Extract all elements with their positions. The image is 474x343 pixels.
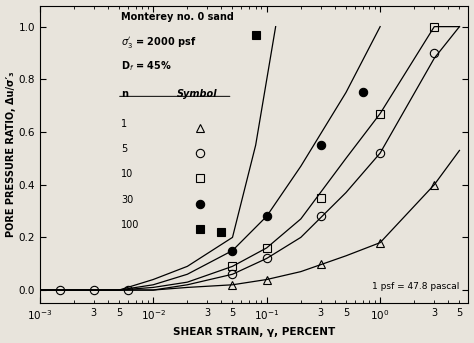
- Text: 100: 100: [121, 220, 139, 230]
- Text: 1: 1: [121, 119, 128, 129]
- Text: 1 psf = 47.8 pascal: 1 psf = 47.8 pascal: [373, 282, 460, 291]
- Text: $\sigma_3^\prime$ = 2000 psf: $\sigma_3^\prime$ = 2000 psf: [121, 35, 197, 50]
- Text: Monterey no. 0 sand: Monterey no. 0 sand: [121, 12, 234, 22]
- Text: D$_f$ = 45%: D$_f$ = 45%: [121, 59, 172, 73]
- Text: Symbol: Symbol: [177, 89, 218, 99]
- Text: 5: 5: [121, 144, 128, 154]
- Text: 10: 10: [121, 169, 133, 179]
- Text: 30: 30: [121, 194, 133, 204]
- Text: n: n: [121, 89, 128, 99]
- Y-axis label: PORE PRESSURE RATIO, Δu/σ′₃: PORE PRESSURE RATIO, Δu/σ′₃: [6, 72, 16, 237]
- X-axis label: SHEAR STRAIN, γ, PERCENT: SHEAR STRAIN, γ, PERCENT: [173, 328, 335, 338]
